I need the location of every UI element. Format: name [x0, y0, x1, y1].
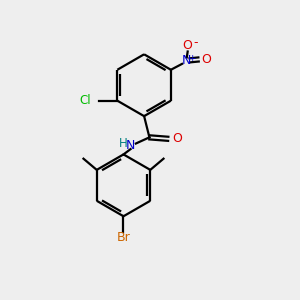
- Text: O: O: [183, 39, 193, 52]
- Text: Br: Br: [117, 231, 130, 244]
- Text: Cl: Cl: [80, 94, 92, 107]
- Text: O: O: [172, 132, 182, 145]
- Text: -: -: [194, 36, 198, 49]
- Text: N: N: [182, 54, 191, 68]
- Text: N: N: [126, 139, 135, 152]
- Text: O: O: [201, 53, 211, 66]
- Text: H: H: [118, 137, 127, 150]
- Text: +: +: [188, 54, 195, 63]
